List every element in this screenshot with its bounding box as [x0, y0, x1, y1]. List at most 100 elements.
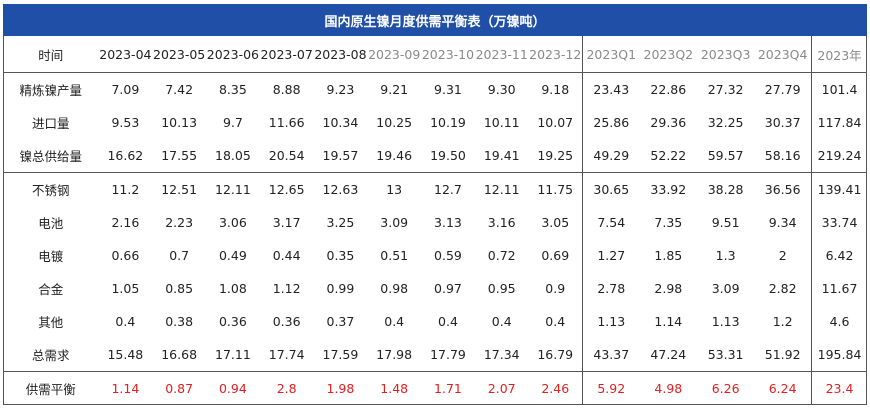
table-cell: 17.74: [268, 347, 305, 362]
table-cell: 9.7: [222, 115, 243, 130]
table-cell: 8.88: [272, 82, 301, 97]
table-cell: 11.2: [98, 172, 153, 206]
table-cell: 10.25: [376, 115, 413, 130]
table-cell: 16.62: [107, 148, 144, 163]
table-cell: 7.35: [654, 215, 683, 230]
row-label: 电池: [38, 216, 64, 231]
table-row: 镍总供给量 16.62 17.55 18.05 20.54 19.57 19.46 19.50…: [3, 139, 867, 173]
table-cell: 30.65: [581, 172, 640, 206]
table-cell: 1.12: [272, 281, 301, 296]
table-cell: 139.41: [811, 172, 867, 206]
table-cell: 1.71: [421, 371, 475, 405]
table-cell: 20.54: [268, 148, 305, 163]
table-cell: 4.6: [811, 305, 867, 338]
table-row: 合金 1.05 0.85 1.08 1.12 0.99 0.98 0.97 0.95 0.9 2.7…: [3, 272, 867, 305]
table-cell: 15.48: [107, 347, 144, 362]
table-cell: 9.18: [541, 82, 570, 97]
table-cell: 49.29: [581, 139, 640, 173]
table-cell: 18.05: [215, 148, 251, 163]
table-cell: 0.87: [152, 371, 207, 405]
table-cell: 2.46: [528, 371, 583, 405]
header-quarter: 2023Q1: [581, 36, 640, 73]
table-cell: 11.67: [811, 272, 867, 305]
table-cell: 43.37: [581, 338, 640, 372]
row-label: 供需平衡: [3, 371, 99, 405]
table-row: 进口量 9.53 10.13 9.7 11.66 10.34 10.25 10.19 10.11…: [3, 106, 867, 139]
table-cell: 17.59: [322, 347, 359, 362]
table-cell: 9.23: [326, 82, 355, 97]
table-cell: 16.79: [537, 347, 574, 362]
header-month: 2023-12: [528, 36, 583, 73]
table-cell: 3.25: [326, 215, 355, 230]
header-year: 2023年: [811, 36, 867, 73]
table-cell: 0.49: [218, 248, 247, 263]
table-cell: 1.3: [715, 248, 736, 263]
table-cell: 12.11: [474, 172, 529, 206]
table-cell: 22.86: [650, 82, 687, 97]
header-row: 时间 2023-04 2023-05 2023-06 2023-07 2023-…: [3, 36, 867, 73]
table-cell: 9.31: [434, 82, 462, 97]
table-cell: 4.98: [639, 371, 697, 405]
table-cell: 17.11: [215, 347, 251, 362]
table-cell: 1.08: [218, 281, 247, 296]
table-row: 电池 2.16 2.23 3.06 3.17 3.25 3.09 3.13 3.16 3.05 7.…: [3, 206, 867, 239]
row-label: 总需求: [31, 348, 70, 363]
table-cell: 0.4: [384, 314, 405, 329]
row-label: 合金: [38, 282, 64, 297]
table-cell: 0.85: [165, 281, 194, 296]
table-cell: 19.57: [322, 148, 359, 163]
table-cell: 9.34: [768, 215, 797, 230]
table-cell: 0.69: [541, 248, 570, 263]
row-label: 进口量: [31, 116, 70, 131]
table-cell: 33.74: [811, 206, 867, 239]
table-row: 电镀 0.66 0.7 0.49 0.44 0.35 0.51 0.59 0.72 0.69 1.2…: [3, 239, 867, 272]
table-cell: 17.98: [376, 347, 413, 362]
table-cell: 2.8: [259, 371, 314, 405]
table-cell: 10.11: [483, 115, 520, 130]
header-month: 2023-05: [152, 36, 207, 73]
table-cell: 0.98: [380, 281, 409, 296]
table-cell: 6.26: [696, 371, 755, 405]
header-month: 2023-10: [421, 36, 475, 73]
table-cell: 0.4: [115, 314, 136, 329]
table-cell: 19.25: [537, 148, 574, 163]
table-cell: 12.51: [152, 172, 207, 206]
balance-table: 时间 2023-04 2023-05 2023-06 2023-07 2023-…: [3, 36, 867, 405]
header-quarter: 2023Q2: [639, 36, 697, 73]
table-cell: 17.55: [161, 148, 198, 163]
table-cell: 13: [367, 172, 422, 206]
table-cell: 117.84: [811, 106, 867, 139]
balance-sheet: 国内原生镍月度供需平衡表（万镍吨） 时间 2023-04 2023-05 202…: [3, 4, 867, 406]
table-cell: 10.07: [537, 115, 574, 130]
table-cell: 19.50: [430, 148, 466, 163]
table-cell: 0.36: [218, 314, 247, 329]
row-label: 不锈钢: [3, 172, 99, 206]
table-cell: 23.43: [581, 72, 640, 106]
table-cell: 2.16: [111, 215, 140, 230]
table-cell: 1.85: [654, 248, 683, 263]
table-row: 其他 0.4 0.38 0.36 0.36 0.37 0.4 0.4 0.4 0.4 1.13 1.1…: [3, 305, 867, 338]
table-cell: 195.84: [811, 338, 867, 372]
table-cell: 17.79: [430, 347, 466, 362]
table-cell: 17.34: [483, 347, 520, 362]
table-cell: 1.98: [313, 371, 368, 405]
header-month: 2023-11: [474, 36, 529, 73]
table-cell: 25.86: [581, 106, 640, 139]
header-month: 2023-09: [367, 36, 422, 73]
table-cell: 11.66: [268, 115, 305, 130]
table-cell: 36.56: [754, 172, 812, 206]
table-cell: 7.09: [111, 82, 140, 97]
table-cell: 2.78: [581, 272, 640, 305]
table-cell: 10.19: [430, 115, 466, 130]
row-label: 其他: [38, 315, 64, 330]
table-cell: 0.37: [326, 314, 355, 329]
table-cell: 16.68: [161, 347, 198, 362]
table-cell: 1.13: [711, 314, 740, 329]
table-cell: 0.66: [111, 248, 140, 263]
table-cell: 9.30: [487, 82, 516, 97]
table-cell: 0.95: [487, 281, 516, 296]
table-cell: 1.48: [367, 371, 422, 405]
table-cell: 3.09: [380, 215, 409, 230]
table-cell: 52.22: [650, 148, 687, 163]
table-cell: 11.75: [528, 172, 583, 206]
